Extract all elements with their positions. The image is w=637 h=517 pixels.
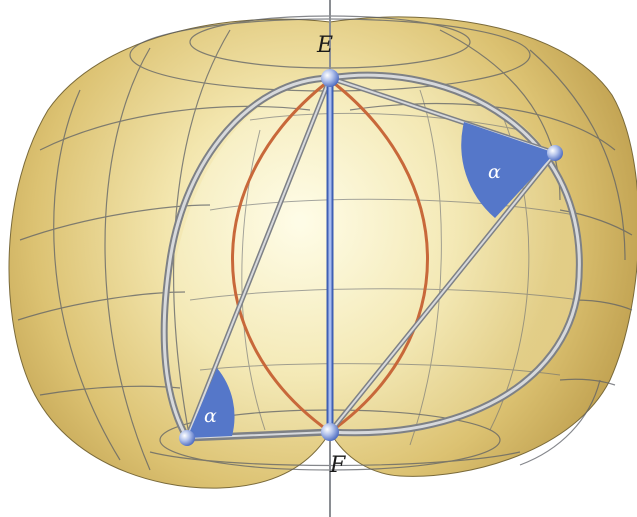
label-E: E <box>316 33 333 58</box>
label-F: F <box>329 453 346 478</box>
angle-label-left: α <box>204 405 217 427</box>
point-right <box>547 145 563 161</box>
cross-section-circles <box>160 71 583 442</box>
angle-label-right: α <box>488 161 501 183</box>
point-E <box>321 69 339 87</box>
angle-sector-right <box>461 122 555 218</box>
point-left <box>179 430 195 446</box>
point-F <box>321 423 339 441</box>
chords <box>184 75 558 441</box>
angle-sector-left <box>187 368 235 438</box>
